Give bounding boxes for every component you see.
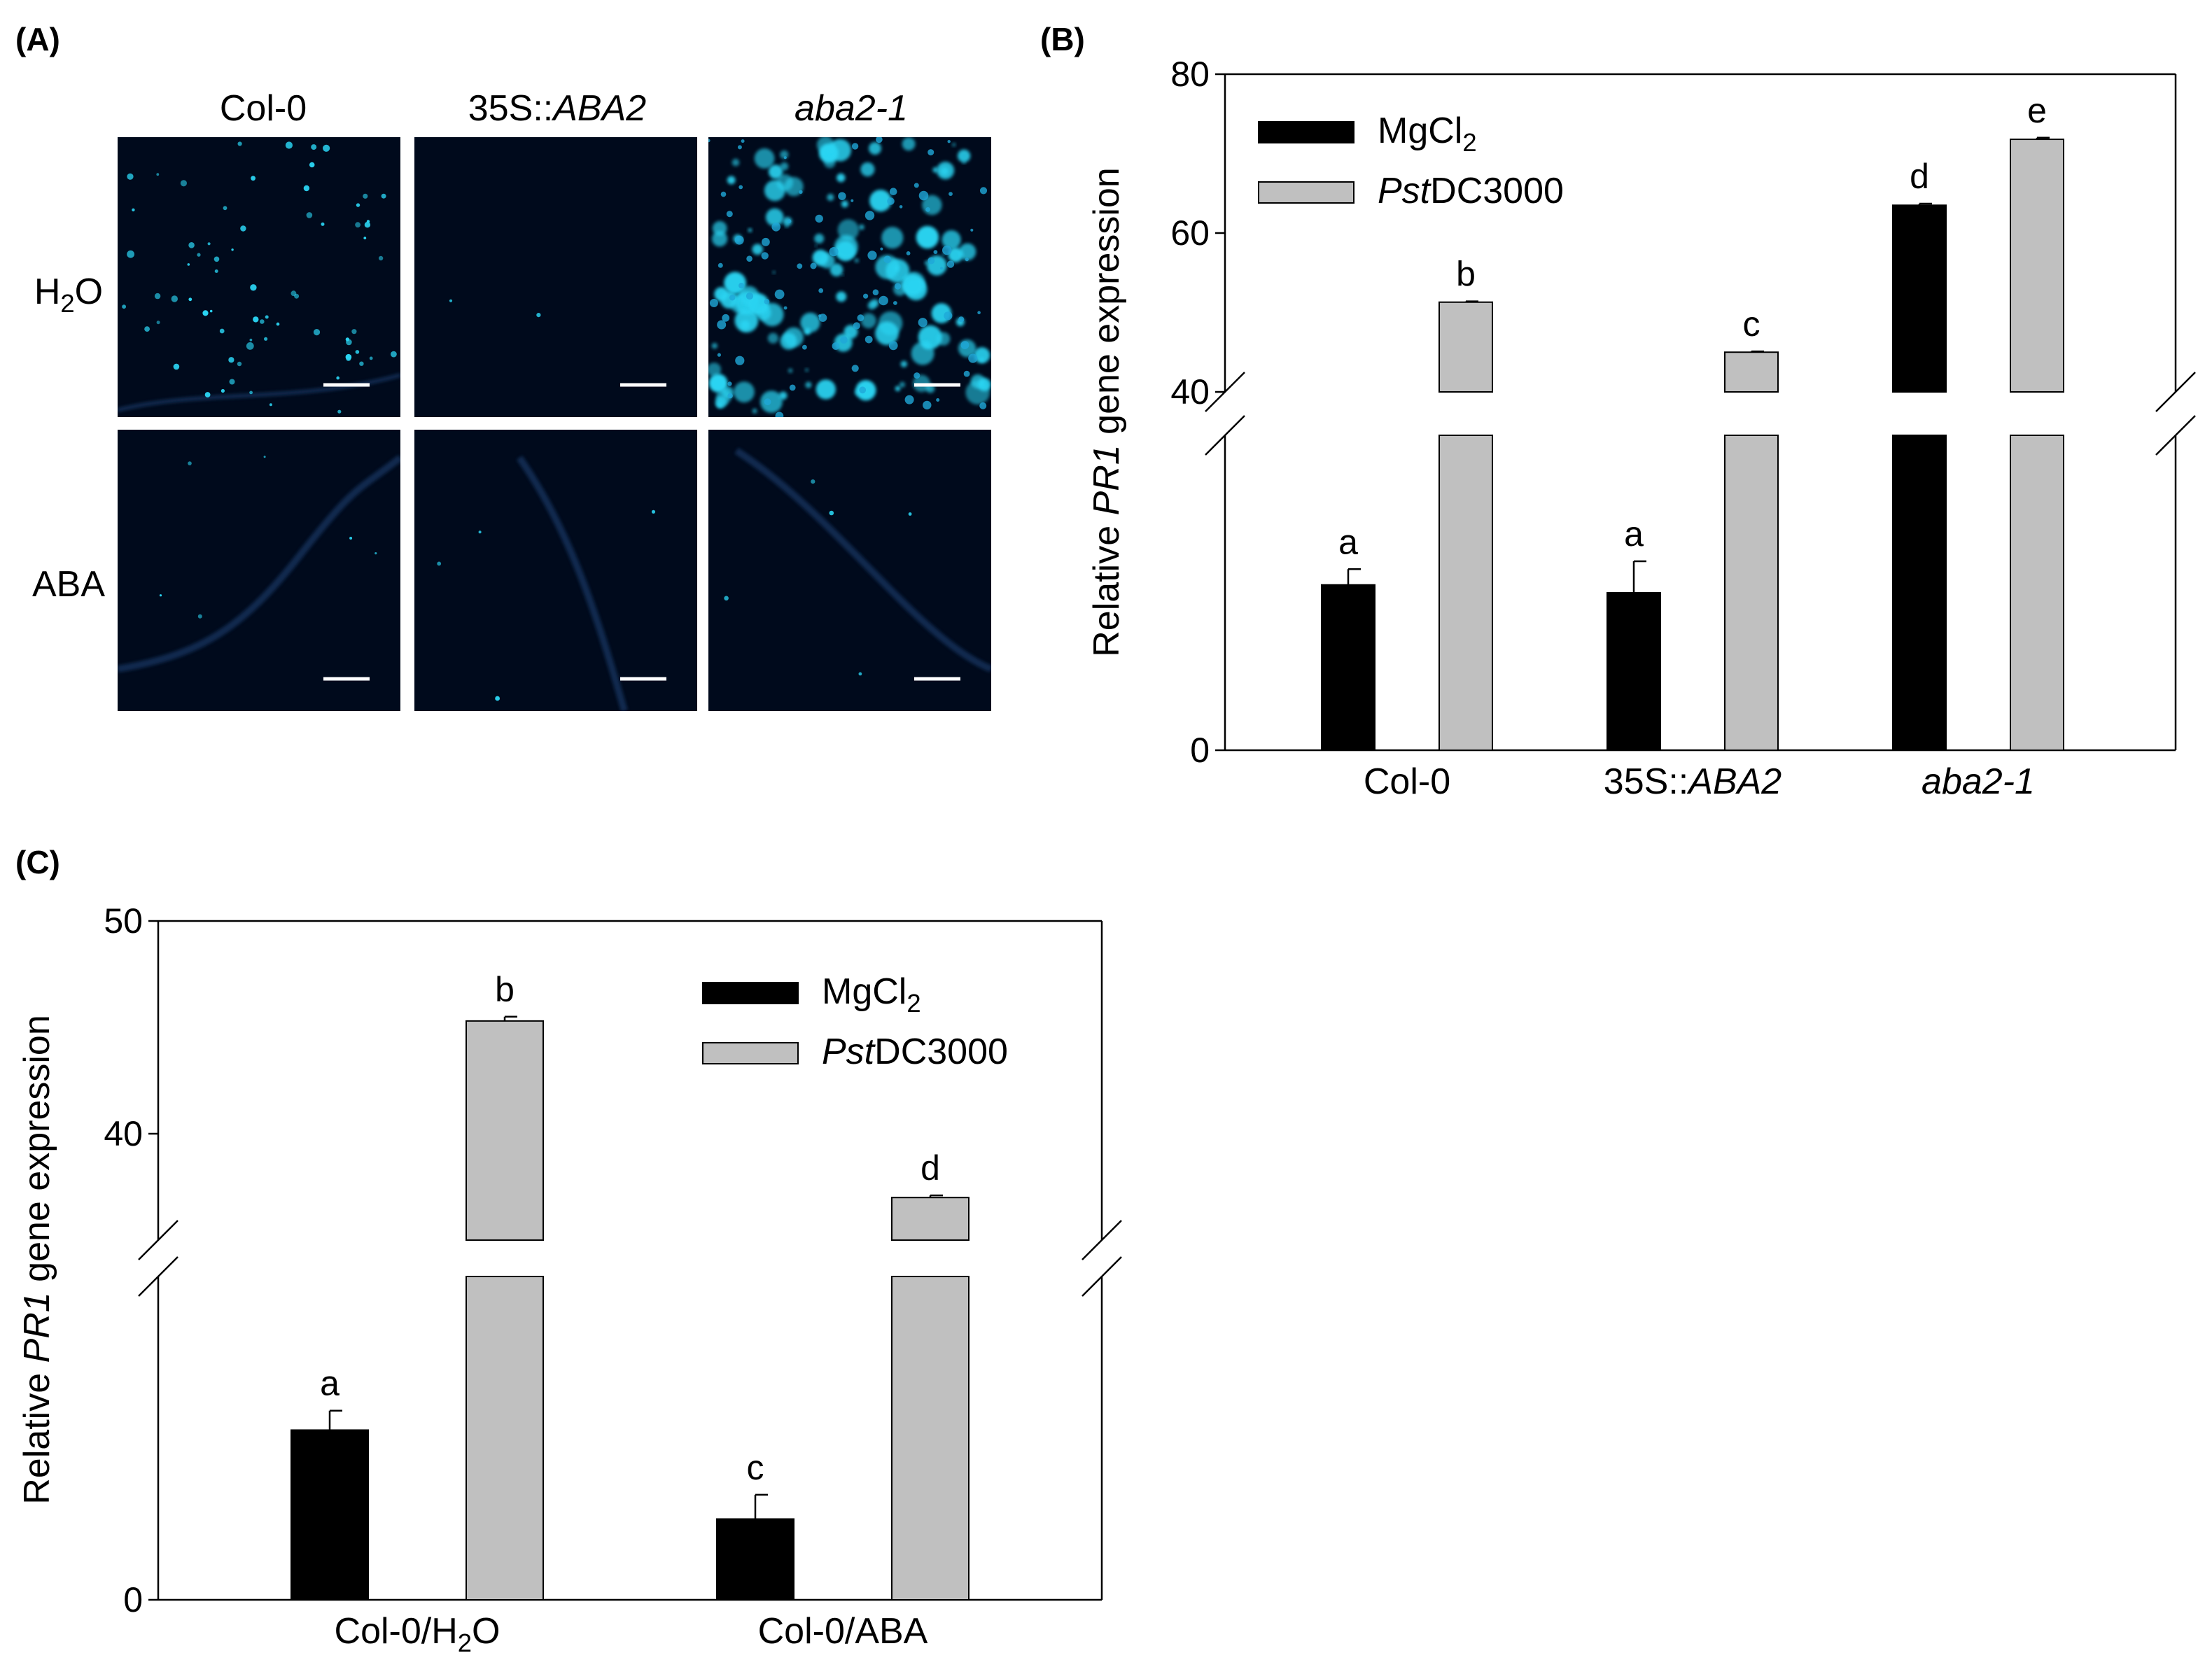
bar: [1892, 204, 1947, 751]
legend-swatch: [1258, 121, 1354, 143]
bars: a b c d: [290, 970, 969, 1601]
bar: [1438, 301, 1493, 751]
axis-break-mark: [1082, 1256, 1122, 1297]
micrograph-image: [708, 430, 991, 711]
legend-label: PstDC3000: [822, 1032, 1008, 1072]
panel-a-row-header: H2O: [34, 272, 103, 318]
axis-break-mark: [2155, 415, 2196, 456]
y-tick-label: 40: [1170, 372, 1210, 412]
panel-label: (B): [1040, 21, 1085, 57]
panel-a-row-header: ABA: [32, 564, 105, 605]
significance-letter: b: [1456, 255, 1476, 294]
bar: [1606, 592, 1661, 751]
significance-letter: a: [320, 1364, 340, 1403]
significance-letter: c: [747, 1448, 764, 1487]
panel-a-column-headers: Col-0 35S::ABA2 aba2-1: [220, 88, 908, 129]
y-tick-label: 80: [1170, 55, 1210, 94]
x-category-label: 35S::ABA2: [1604, 761, 1782, 802]
bar: [891, 1197, 969, 1601]
significance-letter: d: [920, 1148, 940, 1188]
bars: a b a c d e: [1321, 91, 2064, 751]
axis-break-mark: [1082, 1220, 1122, 1260]
panel-c-chart: (C) 0 40 50 Relative PR1 gene expression a b c d…: [15, 844, 1122, 1657]
panel-a-column-header: 35S::ABA2: [468, 88, 646, 129]
significance-letter: b: [495, 970, 514, 1009]
legend-swatch: [702, 1042, 799, 1064]
bar: [290, 1429, 369, 1601]
micrograph-image: [118, 430, 400, 711]
panel-a-column-header: Col-0: [220, 88, 307, 129]
panel-a-row-headers: H2O ABA: [32, 272, 105, 605]
plot-frame: [138, 920, 1122, 1601]
bar: [465, 1020, 544, 1601]
significance-letter: c: [1743, 304, 1760, 344]
y-tick-label: 0: [123, 1580, 143, 1619]
legend-label: MgCl2: [1378, 111, 1477, 157]
y-axis-label: Relative PR1 gene expression: [17, 1015, 57, 1505]
legend-label: PstDC3000: [1378, 171, 1564, 211]
legend: MgCl2 PstDC3000: [1258, 111, 1564, 211]
axis-break-mark: [138, 1256, 178, 1297]
significance-letter: d: [1910, 157, 1929, 196]
panel-label: (C): [15, 844, 60, 880]
bar: [1724, 351, 1779, 751]
micrograph-image: [414, 137, 697, 417]
panel-a-micrographs: [118, 137, 991, 711]
x-category-label: Col-0: [1364, 761, 1450, 802]
bar: [716, 1518, 794, 1601]
micrograph-image: [708, 137, 991, 417]
x-category-label: Col-0/H2O: [335, 1611, 500, 1657]
legend-label: MgCl2: [822, 971, 921, 1018]
axis-break-mark: [138, 1220, 178, 1260]
significance-letter: a: [1624, 514, 1644, 554]
micrograph-image: [118, 137, 400, 417]
axis-break-mark: [1205, 415, 1245, 456]
legend-swatch: [1258, 181, 1354, 204]
legend: MgCl2 PstDC3000: [702, 971, 1008, 1072]
y-tick-label: 40: [104, 1114, 143, 1153]
significance-letter: e: [2027, 91, 2047, 130]
y-tick-label: 60: [1170, 213, 1210, 253]
micrograph-image: [414, 430, 697, 711]
bar: [2010, 139, 2064, 751]
y-axis-ticks: 0 40 60 80: [1170, 55, 1225, 770]
x-category-label: Col-0/ABA: [758, 1611, 928, 1652]
panel-a-label: (A): [15, 21, 60, 57]
x-category-label: aba2-1: [1921, 761, 2035, 802]
legend-swatch: [702, 982, 799, 1004]
y-axis-label: Relative PR1 gene expression: [1086, 167, 1127, 657]
y-tick-label: 50: [104, 901, 143, 941]
axis-break-mark: [2155, 372, 2196, 412]
significance-letter: a: [1338, 522, 1358, 561]
bar: [1321, 584, 1376, 751]
panel-a-column-header: aba2-1: [794, 88, 908, 129]
y-axis-ticks: 0 40 50: [104, 901, 158, 1619]
y-tick-label: 0: [1190, 731, 1210, 770]
